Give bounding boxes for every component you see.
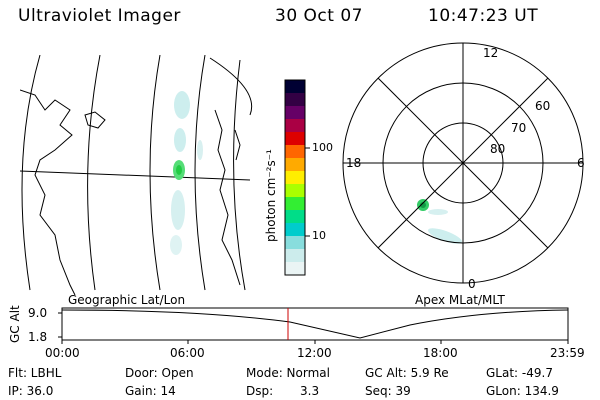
timeline-xtick-1800: 18:00 <box>423 346 458 360</box>
timeline-xtick-2359: 23:59 <box>550 346 585 360</box>
apex-panel-label: Apex MLat/MLT <box>415 293 505 307</box>
mlt-diagonal <box>377 77 549 249</box>
coastline <box>214 109 241 286</box>
colorbar-frame <box>284 79 306 276</box>
colorbar-tick-100: 100 <box>312 141 333 154</box>
aurora-geo <box>170 91 203 255</box>
info-gc-alt: GC Alt: 5.9 Re <box>365 366 449 380</box>
mlt-label-0: 0 <box>468 277 476 291</box>
info-door: Door: Open <box>125 366 194 380</box>
mlt-label-18: 18 <box>346 156 362 170</box>
info-dsp-label: Dsp: <box>246 384 274 398</box>
info-glat: GLat: -49.7 <box>486 366 553 380</box>
time-label: 10:47:23 UT <box>428 6 539 26</box>
colorbar <box>285 80 305 276</box>
colorbar-segment <box>285 197 305 211</box>
timeline-plot <box>58 307 569 344</box>
colorbar-tick-10: 10 <box>312 229 326 242</box>
meridian-line <box>21 55 41 291</box>
colorbar-segment <box>285 119 305 133</box>
timeline-xtick-0000: 00:00 <box>45 346 80 360</box>
colorbar-segment <box>285 210 305 224</box>
colorbar-segment <box>285 236 305 250</box>
parallel-line <box>209 57 252 116</box>
mlt-label-6: 6 <box>577 156 585 170</box>
colorbar-segment <box>285 171 305 185</box>
info-glon: GLon: 134.9 <box>486 384 559 398</box>
latitude-line <box>20 170 251 181</box>
app-title: Ultraviolet Imager <box>18 6 181 26</box>
coastline <box>20 89 76 295</box>
coastline <box>84 111 106 129</box>
meridian-line <box>87 55 101 291</box>
colorbar-segment <box>285 184 305 198</box>
timeline-ytick-1-8: 1.8 <box>28 330 48 344</box>
geographic-map <box>20 55 252 295</box>
mlt-label-12: 12 <box>483 46 499 60</box>
colorbar-segment <box>285 132 305 146</box>
timeline-xtick-0600: 06:00 <box>170 346 205 360</box>
mlat-label-60: 60 <box>535 99 551 113</box>
colorbar-segment <box>285 223 305 237</box>
colorbar-segment <box>285 93 305 107</box>
info-flt: Flt: LBHL <box>8 366 62 380</box>
colorbar-segment <box>285 145 305 159</box>
info-seq: Seq: 39 <box>365 384 411 398</box>
meridian-line <box>233 59 246 291</box>
colorbar-segment <box>285 158 305 172</box>
timeline-ylabel: GC Alt <box>8 305 22 343</box>
timeline-frame <box>61 307 569 341</box>
meridian-line <box>149 55 161 291</box>
info-ip: IP: 36.0 <box>8 384 54 398</box>
meridian-line <box>194 55 206 291</box>
colorbar-segment <box>285 80 305 94</box>
info-gain: Gain: 14 <box>125 384 176 398</box>
info-dsp-value: 3.3 <box>300 384 320 398</box>
polar-plot <box>342 42 584 284</box>
colorbar-segment <box>285 106 305 120</box>
mlat-label-70: 70 <box>511 121 527 135</box>
altitude-curve <box>61 309 569 339</box>
info-mode: Mode: Normal <box>246 366 330 380</box>
date-label: 30 Oct 07 <box>275 6 363 26</box>
coastline <box>234 129 241 161</box>
colorbar-segment <box>285 262 305 276</box>
colorbar-label: photon cm⁻²s⁻¹ <box>264 149 278 242</box>
timeline-xtick-1200: 12:00 <box>297 346 332 360</box>
colorbar-segment <box>285 249 305 263</box>
aurora-polar <box>417 199 463 244</box>
geo-panel-label: Geographic Lat/Lon <box>68 293 186 307</box>
timeline-ytick-9: 9.0 <box>28 306 48 320</box>
mlat-label-80: 80 <box>490 142 506 156</box>
